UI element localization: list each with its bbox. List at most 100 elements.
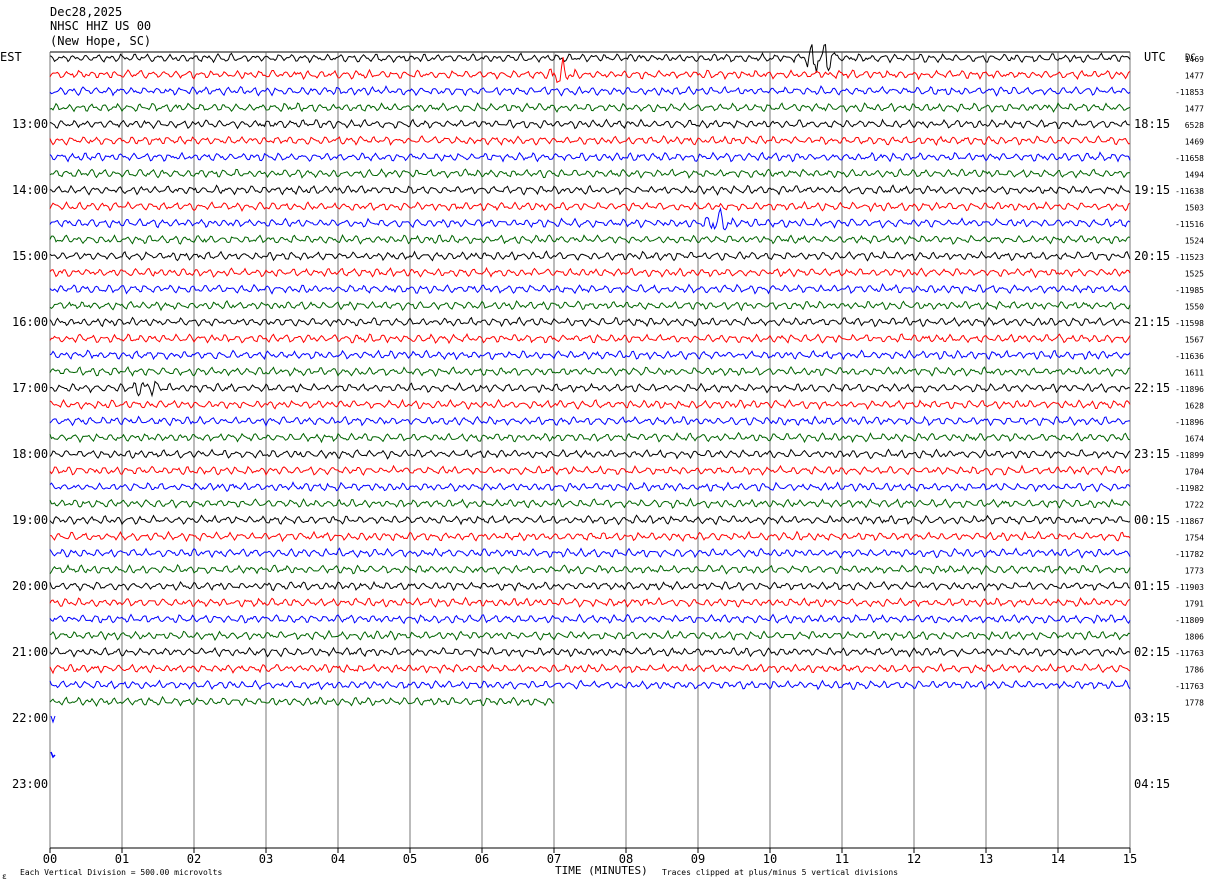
dc-offset-label: 1469 <box>1185 55 1204 64</box>
corner-mark: ε <box>2 872 7 881</box>
left-time-label: 21:00 <box>12 645 48 659</box>
left-time-label: 20:00 <box>12 579 48 593</box>
seismic-trace <box>49 184 1131 196</box>
seismic-trace <box>49 481 1131 493</box>
seismic-trace <box>49 206 1131 231</box>
seismic-trace <box>50 715 56 724</box>
seismic-trace <box>49 530 1131 543</box>
dc-offset-labels: 1469 1477 -11853 1477 6528 1469 -11658 1494 -116… <box>1175 55 1204 708</box>
seismic-trace <box>49 497 1131 509</box>
left-time-label: 15:00 <box>12 249 48 263</box>
dc-offset-label: 1611 <box>1185 369 1204 378</box>
dc-offset-label: 1477 <box>1185 72 1204 81</box>
dc-offset-label: 1778 <box>1185 699 1204 708</box>
seismic-trace <box>49 57 1131 84</box>
dc-offset-label: -11782 <box>1175 550 1204 559</box>
clip-note: Traces clipped at plus/minus 5 vertical … <box>662 868 898 877</box>
seismic-trace <box>49 266 1131 279</box>
dc-offset-label: -11523 <box>1175 253 1204 262</box>
seismic-trace <box>49 349 1131 361</box>
seismic-trace <box>49 464 1131 476</box>
right-time-label: 02:15 <box>1134 645 1170 659</box>
seismic-trace <box>49 563 1131 576</box>
seismic-trace <box>49 514 1131 526</box>
x-tick-labels: 00 01 02 03 04 05 06 07 08 09 10 11 12 13 14 15 <box>43 852 1137 866</box>
dc-offset-label: 1674 <box>1185 435 1204 444</box>
dc-offset-label: 1786 <box>1185 666 1204 675</box>
seismic-trace <box>49 580 1131 592</box>
seismic-trace <box>49 43 1131 73</box>
right-time-label: 01:15 <box>1134 579 1170 593</box>
dc-offset-label: 1628 <box>1185 402 1204 411</box>
right-time-label: 19:15 <box>1134 183 1170 197</box>
right-time-label: 23:15 <box>1134 447 1170 461</box>
seismic-trace <box>49 234 1131 245</box>
left-time-label: 13:00 <box>12 117 48 131</box>
x-tick-label: 00 <box>43 852 57 866</box>
x-tick-label: 13 <box>979 852 993 866</box>
station-label: NHSC HHZ US 00 <box>50 19 151 33</box>
dc-offset-label: -11896 <box>1175 418 1204 427</box>
x-tick-label: 14 <box>1051 852 1065 866</box>
seismic-trace <box>49 431 1131 444</box>
dc-offset-label: -11903 <box>1175 583 1204 592</box>
seismic-trace <box>49 151 1131 163</box>
x-tick-label: 12 <box>907 852 921 866</box>
x-tick-label: 10 <box>763 852 777 866</box>
dc-offset-label: -11516 <box>1175 220 1204 229</box>
seismic-trace <box>49 646 1131 658</box>
seismic-trace <box>49 168 1131 179</box>
location-label: (New Hope, SC) <box>50 34 151 48</box>
seismic-trace <box>49 283 1130 295</box>
left-time-label: 19:00 <box>12 513 48 527</box>
x-tick-label: 05 <box>403 852 417 866</box>
seismic-trace <box>49 200 1131 213</box>
dc-offset-label: -11896 <box>1175 385 1204 394</box>
dc-offset-label: -11982 <box>1175 484 1204 493</box>
dc-offset-label: -11636 <box>1175 352 1204 361</box>
seismic-trace <box>49 316 1131 328</box>
dc-offset-label: -11598 <box>1175 319 1204 328</box>
right-zone-label: UTC <box>1144 50 1166 64</box>
left-time-label: 18:00 <box>12 447 48 461</box>
left-time-label: 22:00 <box>12 711 48 725</box>
left-time-label: 17:00 <box>12 381 48 395</box>
seismic-trace <box>49 663 1131 675</box>
dc-offset-label: 1791 <box>1185 600 1204 609</box>
dc-offset-label: 1524 <box>1185 237 1204 246</box>
left-time-label: 14:00 <box>12 183 48 197</box>
seismic-trace <box>49 365 1131 378</box>
dc-offset-label: -11763 <box>1175 649 1204 658</box>
trace-group <box>49 43 1131 759</box>
dc-offset-label: 1503 <box>1185 204 1204 213</box>
x-tick-label: 03 <box>259 852 273 866</box>
left-time-label: 16:00 <box>12 315 48 329</box>
dc-offset-label: 1477 <box>1185 105 1204 114</box>
dc-offset-label: -11658 <box>1175 154 1204 163</box>
dc-offset-label: 1806 <box>1185 633 1204 642</box>
x-tick-label: 08 <box>619 852 633 866</box>
dc-offset-label: 1773 <box>1185 567 1204 576</box>
seismic-trace <box>49 613 1131 625</box>
right-time-label: 04:15 <box>1134 777 1170 791</box>
left-zone-label: EST <box>0 50 22 64</box>
x-tick-label: 02 <box>187 852 201 866</box>
seismic-trace <box>49 250 1131 262</box>
x-tick-label: 06 <box>475 852 489 866</box>
right-time-labels: 18:15 19:15 20:15 21:15 22:15 23:15 00:15 01:15… <box>1134 117 1170 791</box>
dc-offset-label: -11985 <box>1175 286 1204 295</box>
x-axis-title: TIME (MINUTES) <box>555 864 648 877</box>
date-label: Dec28,2025 <box>50 5 122 19</box>
dc-offset-label: -11638 <box>1175 187 1204 196</box>
dc-offset-label: 1722 <box>1185 501 1204 510</box>
seismic-trace <box>49 398 1131 411</box>
seismic-trace <box>49 679 1131 691</box>
x-tick-label: 11 <box>835 852 849 866</box>
dc-offset-label: -11809 <box>1175 616 1204 625</box>
seismic-trace <box>49 415 1130 427</box>
right-time-label: 20:15 <box>1134 249 1170 263</box>
dc-label: DC <box>1185 53 1196 63</box>
dc-offset-label: -11899 <box>1175 451 1204 460</box>
dc-offset-label: 1469 <box>1185 138 1204 147</box>
